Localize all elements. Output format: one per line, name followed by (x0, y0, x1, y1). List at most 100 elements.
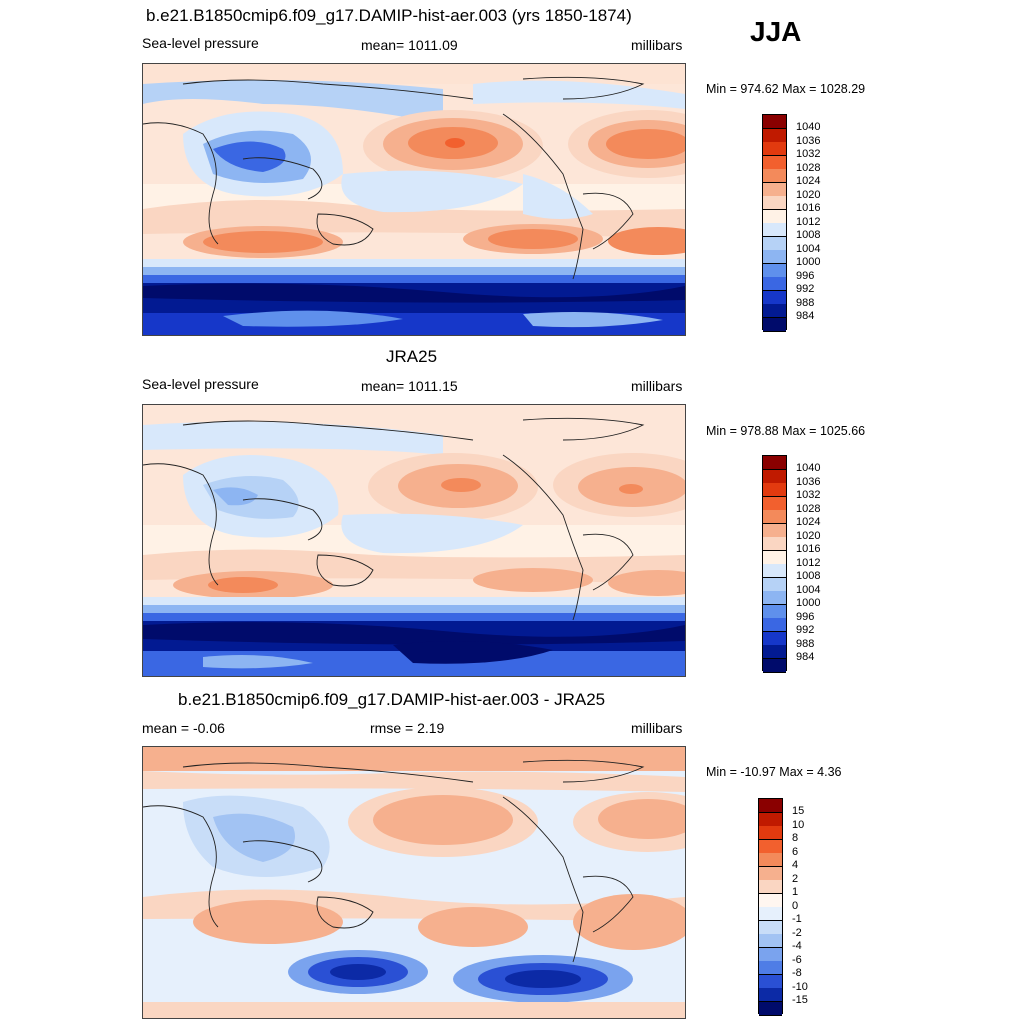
colorbar-tick-label: 1036 (796, 134, 821, 147)
colorbar-segment (763, 196, 786, 210)
colorbar-segment (759, 853, 782, 867)
panel-1-title: b.e21.B1850cmip6.f09_g17.DAMIP-hist-aer.… (146, 6, 632, 25)
colorbar-segment (763, 155, 786, 170)
panel-3-map (142, 746, 686, 1019)
colorbar-segment (759, 866, 782, 881)
colorbar-segment (763, 456, 786, 470)
panel-2-map (142, 404, 686, 677)
colorbar-tick-label: 988 (796, 296, 815, 309)
colorbar-tick-label: 1016 (796, 543, 821, 555)
colorbar-segment (763, 564, 786, 578)
colorbar-tick-label: -6 (792, 953, 802, 966)
colorbar-segment (759, 799, 782, 813)
colorbar-segment (763, 304, 786, 318)
colorbar-segment (763, 483, 786, 497)
panel-2-units-label: millibars (631, 378, 683, 394)
colorbar-tick-label: 1 (792, 886, 799, 898)
colorbar-segment (759, 1001, 782, 1016)
colorbar-tick-label: 4 (792, 859, 799, 871)
panel-3-units-label: millibars (631, 720, 683, 736)
panel-1-units-label: millibars (631, 37, 683, 53)
colorbar-tick-label: 984 (796, 310, 815, 322)
colorbar-segment (763, 631, 786, 646)
colorbar-segment (763, 277, 786, 291)
colorbar-tick-label: 2 (792, 872, 799, 885)
colorbar-tick-label: 996 (796, 269, 815, 282)
panel-2-colorbar: 1040 1036 1032 1028 1024 1020 1016 1012 1008 1004… (762, 455, 842, 673)
colorbar-segment (763, 128, 786, 143)
colorbar-tick-label: 1012 (796, 556, 821, 569)
colorbar-tick-label: 1000 (796, 597, 821, 609)
colorbar-tick-label: 1004 (796, 583, 821, 596)
colorbar-segment (763, 469, 786, 484)
colorbar-tick-label: 1040 (796, 121, 821, 133)
colorbar-segment (763, 496, 786, 511)
colorbar-tick-label: -15 (792, 994, 808, 1006)
colorbar-segment (763, 236, 786, 251)
panel-1-contour-field (143, 64, 685, 335)
colorbar-segment (763, 142, 786, 156)
colorbar-segment (763, 591, 786, 605)
colorbar-segment (763, 537, 786, 551)
colorbar-tick-label: -1 (792, 913, 802, 925)
colorbar-tick-label: 1000 (796, 256, 821, 268)
colorbar-tick-label: 1008 (796, 229, 821, 241)
colorbar-tick-label: 1004 (796, 242, 821, 255)
colorbar-tick-label: 1020 (796, 529, 821, 542)
colorbar-tick-label: 6 (792, 845, 799, 858)
colorbar-tick-label: 984 (796, 651, 815, 663)
colorbar-segment (763, 604, 786, 619)
panel-3-mean-label: mean = -0.06 (142, 720, 225, 736)
colorbar-tick-label: 1012 (796, 215, 821, 228)
panel-3-minmax: Min = -10.97 Max = 4.36 (706, 765, 842, 779)
panel-3-title: b.e21.B1850cmip6.f09_g17.DAMIP-hist-aer.… (178, 690, 606, 709)
colorbar-tick-label: 8 (792, 832, 799, 844)
colorbar-segment (759, 947, 782, 962)
colorbar-tick-label: 992 (796, 283, 815, 295)
colorbar-segment (759, 974, 782, 989)
colorbar-segment (759, 839, 782, 854)
colorbar-segment (763, 290, 786, 305)
colorbar-tick-label: 0 (792, 899, 799, 912)
colorbar-tick-label: -8 (792, 967, 802, 979)
panel-1-colorbar: 1040 1036 1032 1028 1024 1020 1016 1012 1008 1004… (762, 114, 842, 332)
colorbar-tick-label: -10 (792, 980, 808, 993)
colorbar-segment (763, 658, 786, 673)
panel-2-mean-label: mean= 1011.15 (361, 378, 458, 394)
colorbar-segment (759, 880, 782, 894)
colorbar-segment (763, 223, 786, 237)
colorbar-tick-label: 1032 (796, 148, 821, 160)
panel-2-colorbar-boxes (762, 455, 787, 673)
colorbar-tick-label: 10 (792, 818, 805, 831)
colorbar-segment (763, 182, 786, 197)
colorbar-segment (759, 893, 782, 908)
colorbar-segment (763, 317, 786, 332)
colorbar-tick-label: 992 (796, 624, 815, 636)
colorbar-tick-label: 1016 (796, 202, 821, 214)
colorbar-segment (763, 169, 786, 183)
panel-3-colorbar-boxes (758, 798, 783, 1016)
colorbar-segment (763, 115, 786, 129)
colorbar-tick-label: 1028 (796, 161, 821, 174)
colorbar-segment (759, 920, 782, 935)
colorbar-segment (759, 812, 782, 827)
colorbar-tick-label: 1020 (796, 188, 821, 201)
panel-3-contour-field (143, 747, 685, 1018)
panel-1-variable-label: Sea-level pressure (142, 35, 259, 51)
colorbar-segment (763, 645, 786, 659)
colorbar-tick-label: 1040 (796, 462, 821, 474)
colorbar-segment (759, 907, 782, 921)
colorbar-tick-label: 15 (792, 805, 805, 817)
panel-1-mean-label: mean= 1011.09 (361, 37, 458, 53)
colorbar-tick-label: 1008 (796, 570, 821, 582)
colorbar-tick-label: 996 (796, 610, 815, 623)
colorbar-segment (759, 988, 782, 1002)
colorbar-tick-label: 1028 (796, 502, 821, 515)
colorbar-segment (763, 510, 786, 524)
colorbar-segment (763, 263, 786, 278)
panel-2-minmax: Min = 978.88 Max = 1025.66 (706, 424, 866, 438)
panel-3-rmse-label: rmse = 2.19 (370, 720, 445, 736)
colorbar-segment (763, 523, 786, 538)
panel-2-contour-field (143, 405, 685, 676)
colorbar-tick-label: 1036 (796, 475, 821, 488)
